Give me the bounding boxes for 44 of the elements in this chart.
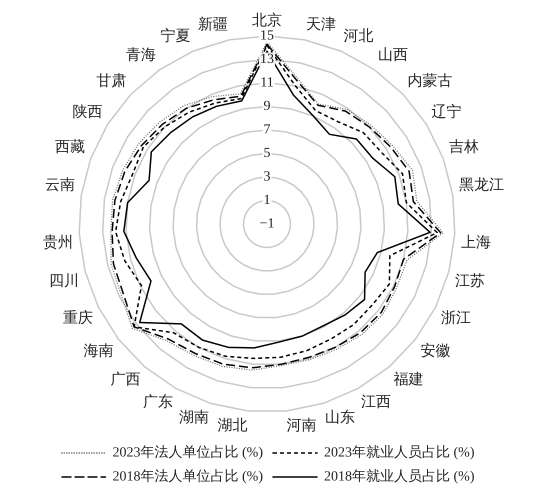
y-tick-label: 13 <box>260 52 274 68</box>
y-tick-label: −1 <box>260 216 274 232</box>
spoke-label: 西藏 <box>55 138 86 156</box>
spoke-label: 河北 <box>344 28 374 45</box>
y-tick-label: 1 <box>264 193 270 208</box>
legend-label: 2018年法人单位占比 (%) <box>112 468 264 485</box>
spoke-label: 湖南 <box>178 409 209 426</box>
spoke-label: 广西 <box>110 371 141 388</box>
legend-label: 2023年就业人员占比 (%) <box>324 444 475 461</box>
spoke-label: 河南 <box>286 416 317 434</box>
spoke-label: 北京 <box>252 12 282 29</box>
legend-label: 2018年就业人员占比 (%) <box>324 468 475 485</box>
spoke-label: 宁夏 <box>160 28 190 45</box>
spoke-label: 山西 <box>378 46 408 64</box>
spoke-label: 吉林 <box>448 138 479 156</box>
y-tick-label: 11 <box>260 76 274 91</box>
y-tick-label: 9 <box>264 99 270 114</box>
spoke-label: 湖北 <box>217 416 248 434</box>
spoke-label: 陕西 <box>72 103 102 120</box>
spoke-label: 贵州 <box>43 234 74 251</box>
spoke-label: 辽宁 <box>432 103 462 120</box>
spoke-label: 浙江 <box>441 309 472 326</box>
spoke-label: 黑龙江 <box>458 176 504 194</box>
spoke-label: 江苏 <box>454 272 485 290</box>
spoke-label: 安徽 <box>420 342 450 360</box>
spoke-label: 青海 <box>126 46 156 64</box>
spoke-label: 福建 <box>393 371 424 388</box>
spoke-label: 天津 <box>306 16 336 33</box>
spoke-label: 海南 <box>84 342 114 360</box>
spoke-label: 重庆 <box>62 309 93 326</box>
spoke-label: 甘肃 <box>96 72 126 90</box>
spoke-label: 山东 <box>325 409 356 426</box>
y-tick-label: 3 <box>264 170 270 185</box>
spoke-label: 四川 <box>49 272 80 290</box>
spoke-label: 广东 <box>142 394 173 411</box>
y-tick-label: 5 <box>264 146 270 162</box>
y-tick-label: 15 <box>260 28 274 44</box>
spoke-label: 江西 <box>361 394 392 411</box>
spoke-label: 云南 <box>45 176 76 194</box>
spoke-label: 内蒙古 <box>408 72 453 90</box>
spoke-label: 新疆 <box>198 16 228 33</box>
y-tick-label: 7 <box>264 122 270 138</box>
spoke-label: 上海 <box>460 234 491 251</box>
legend-label: 2023年法人单位占比 (%) <box>112 444 264 461</box>
